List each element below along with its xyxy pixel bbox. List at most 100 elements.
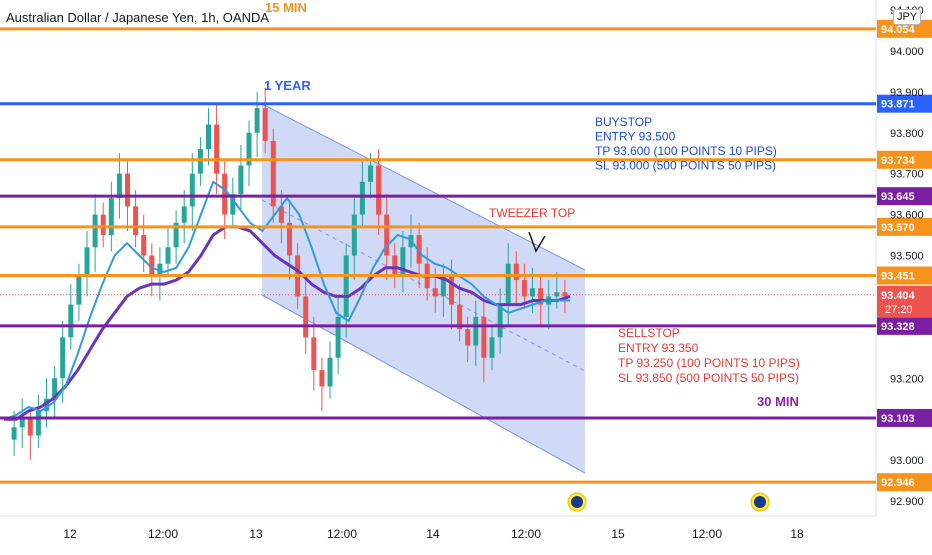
candle-body: [376, 165, 382, 215]
candle-body: [311, 337, 317, 371]
ema-fast-line: [3, 180, 570, 421]
candle-body: [27, 419, 33, 436]
candle-body: [457, 304, 463, 330]
level-price-label: 93.871: [881, 99, 915, 111]
sellstop-line: SELLSTOP: [618, 326, 680, 340]
x-tick-label: 15: [611, 527, 625, 541]
chart-title: Australian Dollar / Japanese Yen, 1h, OA…: [6, 10, 270, 25]
candle-body: [92, 214, 98, 248]
level-price-label: 93.103: [881, 413, 915, 425]
candle-body: [538, 288, 544, 305]
x-tick-label: 12: [63, 527, 77, 541]
candle-body: [52, 378, 58, 399]
candle-body: [84, 247, 90, 276]
candle-body: [530, 288, 535, 297]
level-price-label: 93.328: [881, 321, 915, 333]
buystop-line: ENTRY 93.500: [595, 130, 676, 144]
x-tick-label: 14: [426, 527, 440, 541]
candle-body: [173, 222, 179, 248]
candle-body: [270, 140, 276, 207]
candle-body: [133, 206, 139, 236]
candle-body: [392, 255, 398, 276]
annotation-30min: 30 MIN: [757, 394, 799, 409]
candle-body: [214, 124, 220, 174]
x-tick-label: 12:00: [327, 527, 357, 541]
level-price-tag: [877, 94, 932, 113]
candle-body: [473, 316, 479, 346]
level-price-tag: [877, 473, 932, 492]
x-tick-label: 12:00: [148, 527, 178, 541]
candle-body: [76, 275, 82, 305]
annotation-tweezer-top: TWEEZER TOP: [489, 206, 575, 220]
current-price-label: 93.404: [881, 290, 916, 302]
y-tick-label: 92.900: [890, 496, 924, 508]
candle-body: [197, 149, 203, 174]
candle-body: [108, 198, 114, 236]
y-tick-label: 94.000: [890, 46, 924, 58]
level-price-tag: [877, 150, 932, 169]
candle-body: [497, 304, 503, 338]
y-tick-label: 93.900: [890, 87, 924, 99]
candle-body: [440, 275, 446, 297]
candle-body: [35, 410, 41, 436]
candle-body: [11, 427, 17, 440]
candle-body: [359, 181, 365, 215]
candle-body: [400, 247, 406, 276]
candle-body: [489, 337, 495, 358]
bar-countdown: 27:20: [885, 304, 913, 316]
ema-slow-line: [4, 225, 571, 421]
candle-body: [230, 194, 236, 215]
candle-body: [222, 173, 228, 215]
flag-event-icon-inner: [571, 496, 583, 508]
level-price-tag: [877, 408, 932, 427]
buystop-line: TP 93.600 (100 POINTS 10 PIPS): [595, 144, 777, 158]
currency-badge[interactable]: JPY: [893, 9, 922, 25]
candle-body: [141, 235, 147, 256]
level-price-tag: [877, 266, 932, 285]
candle-body: [351, 214, 357, 256]
candle-body: [521, 280, 527, 297]
arrow-icon: [528, 231, 546, 253]
candle-body: [19, 419, 25, 428]
y-tick-label: 93.000: [890, 455, 924, 467]
current-price-tag: [877, 285, 932, 318]
annotation-15min: 15 MIN: [265, 0, 307, 15]
candle-body: [165, 247, 171, 264]
x-tick-label: 12:00: [692, 527, 722, 541]
level-price-label: 93.570: [881, 222, 915, 234]
candle-body: [481, 316, 487, 358]
candle-body: [554, 292, 560, 297]
level-price-label: 93.734: [881, 155, 916, 167]
x-tick-label: 13: [249, 527, 263, 541]
candle-body: [513, 263, 519, 281]
sellstop-line: SL 93.850 (500 POINTS 50 PIPS): [618, 371, 799, 385]
candle-body: [68, 304, 74, 338]
candle-body: [181, 206, 187, 223]
candle-body: [505, 263, 511, 305]
candle-body: [287, 222, 292, 256]
channel-upper-line: [261, 103, 586, 271]
candle-body: [278, 206, 284, 223]
candle-body: [335, 316, 341, 358]
candle-body: [465, 329, 471, 346]
candle-body: [116, 173, 122, 199]
candle-body: [60, 337, 66, 379]
level-price-tag: [877, 187, 932, 206]
candle-body: [343, 255, 349, 317]
candle-body: [238, 165, 244, 195]
sellstop-line: TP 93.250 (100 POINTS 10 PIPS): [618, 356, 800, 370]
candle-body: [303, 296, 309, 338]
candle-body: [327, 357, 333, 387]
y-tick-label: 93.600: [890, 210, 924, 222]
candle-body: [246, 132, 252, 166]
candle-body: [432, 288, 438, 297]
candle-body: [416, 235, 422, 264]
candle-body: [149, 255, 155, 276]
candle-body: [368, 165, 373, 182]
candle-body: [206, 124, 211, 150]
candle-body: [189, 173, 195, 207]
candle-body: [100, 214, 106, 236]
level-price-label: 93.451: [881, 271, 915, 283]
